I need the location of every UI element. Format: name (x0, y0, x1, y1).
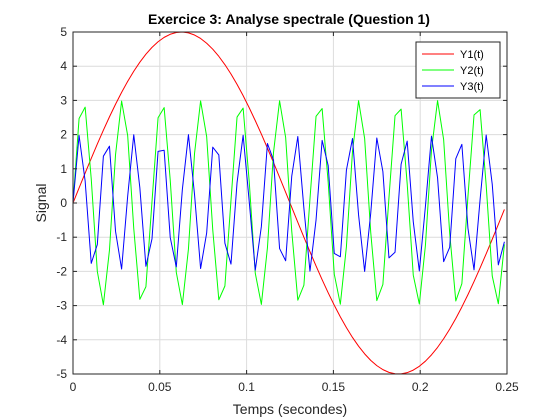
x-tick-label: 0.05 (148, 380, 172, 394)
x-tick-label: 0.25 (495, 380, 519, 394)
y-tick-label: 4 (60, 59, 67, 73)
legend-label-3: Y3(t) (460, 81, 484, 93)
y-tick-label: -4 (56, 333, 67, 347)
x-tick-label: 0.15 (322, 380, 346, 394)
y-tick-label: 3 (60, 93, 67, 107)
y-tick-label: -3 (56, 299, 67, 313)
y-tick-label: -5 (56, 367, 67, 381)
y-tick-label: -2 (56, 264, 67, 278)
legend: Y1(t) Y2(t) Y3(t) (416, 42, 500, 98)
x-tick-label: 0 (70, 380, 77, 394)
y-axis-title: Signal (33, 184, 49, 223)
x-tick-label: 0.1 (238, 380, 255, 394)
y-tick-label: 2 (60, 128, 67, 142)
chart-title: Exercice 3: Analyse spectrale (Question … (148, 11, 430, 27)
x-tick-label: 0.2 (412, 380, 429, 394)
y-tick-label: 0 (60, 196, 67, 210)
x-axis-title: Temps (secondes) (233, 401, 347, 417)
y-tick-label: 5 (60, 25, 67, 39)
y-tick-label: -1 (56, 230, 67, 244)
legend-label-1: Y1(t) (460, 49, 484, 61)
y-tick-label: 1 (60, 162, 67, 176)
legend-label-2: Y2(t) (460, 65, 484, 77)
